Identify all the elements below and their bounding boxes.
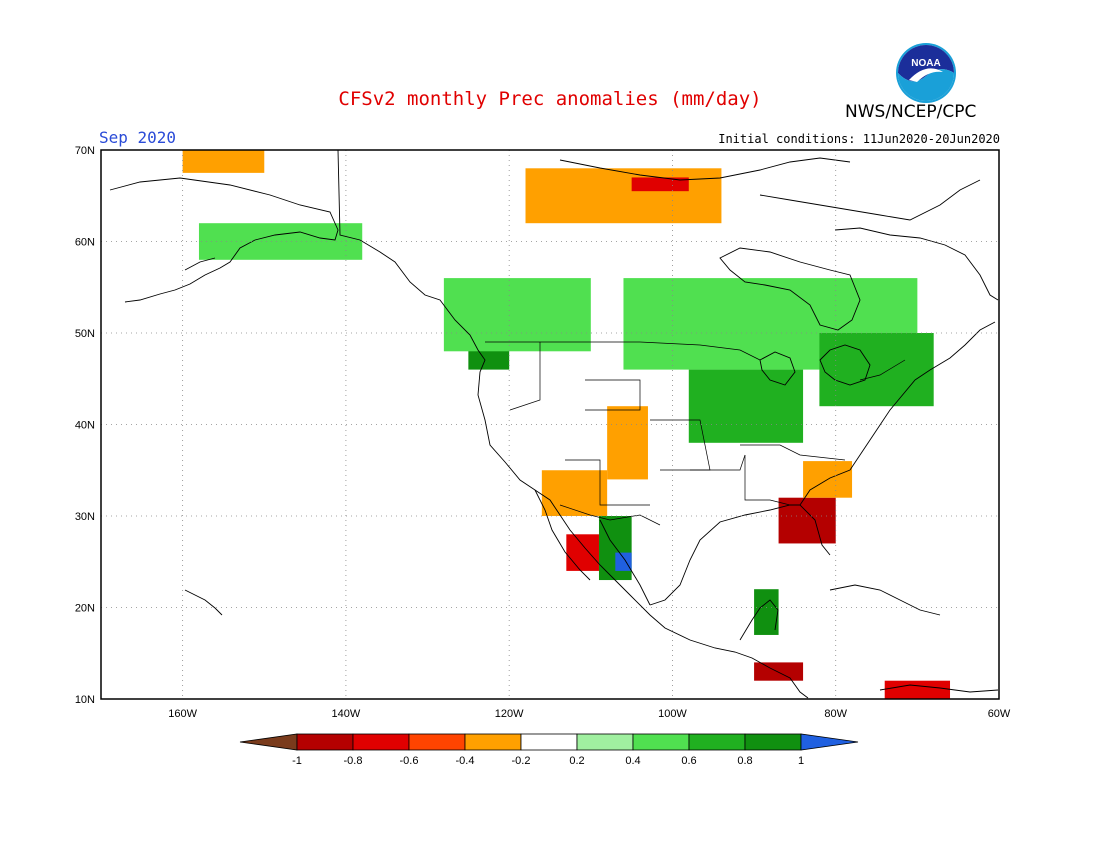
noaa-logo: NOAA — [896, 43, 956, 103]
initial-conditions: Initial conditions: 11Jun2020-20Jun2020 — [718, 132, 1000, 146]
colorbar-box — [688, 733, 746, 751]
colorbar-label: -0.6 — [400, 755, 419, 767]
political-borders — [485, 341, 906, 526]
lat-label: 70N — [75, 145, 95, 157]
anomaly-region-yucatan-wet — [754, 589, 779, 635]
anomaly-region-southwest-dry — [541, 470, 608, 516]
latitude-labels: 70N 60N 50N 40N 30N 20N 10N — [75, 145, 95, 706]
anomaly-region-ne-us-wet — [819, 333, 934, 407]
colorbar-box — [296, 733, 354, 751]
colorbar-box — [520, 733, 578, 751]
anomaly-region-arctic-canada-core — [631, 177, 689, 192]
lat-label: 30N — [75, 511, 95, 523]
chart-title: CFSv2 monthly Prec anomalies (mm/day) — [338, 88, 762, 110]
colorbar-boxes — [239, 733, 859, 751]
anomaly-region-western-canada-wet — [443, 278, 591, 352]
anomaly-region-central-america-dry — [754, 662, 804, 681]
coastlines — [109, 149, 999, 699]
lon-label: 60W — [988, 708, 1011, 720]
lon-label: 100W — [658, 708, 687, 720]
colorbar-arrow-high — [800, 733, 859, 751]
colorbar-box — [632, 733, 690, 751]
lat-label: 20N — [75, 603, 95, 615]
colorbar-label: 0.6 — [681, 755, 696, 767]
anomaly-region-great-lakes-wet — [688, 369, 804, 443]
colorbar-label: 0.2 — [569, 755, 584, 767]
colorbar-box — [576, 733, 634, 751]
colorbar-box — [464, 733, 522, 751]
colorbar-label: 1 — [798, 755, 804, 767]
colorbar-box — [744, 733, 802, 751]
colorbar-arrow-low — [239, 733, 298, 751]
colorbar-label: -1 — [292, 755, 302, 767]
lat-label: 10N — [75, 694, 95, 706]
anomaly-region-arctic-canada-dry — [525, 168, 722, 224]
lon-label: 120W — [495, 708, 524, 720]
colorbar-label: 0.4 — [625, 755, 640, 767]
anomaly-shading — [182, 150, 951, 699]
colorbar-box — [408, 733, 466, 751]
colorbar-label: -0.4 — [456, 755, 475, 767]
anomaly-region-alaska-north — [182, 150, 265, 173]
longitude-labels: 160W 140W 120W 100W 80W 60W — [168, 708, 1011, 720]
colorbar-box — [352, 733, 410, 751]
noaa-logo-text: NOAA — [911, 58, 940, 69]
map-frame — [100, 149, 1000, 700]
lat-label: 60N — [75, 237, 95, 249]
colorbar-label: 0.8 — [737, 755, 752, 767]
agency-label: NWS/NCEP/CPC — [845, 102, 977, 122]
colorbar-label: -0.2 — [512, 755, 531, 767]
lat-label: 50N — [75, 328, 95, 340]
anomaly-region-colorado-dry — [607, 406, 648, 480]
colorbar-labels: -1 -0.8 -0.6 -0.4 -0.2 0.2 0.4 0.6 0.8 1 — [292, 755, 804, 767]
anomaly-region-sierra-madre-core — [615, 552, 632, 571]
colorbar-label: -0.8 — [344, 755, 363, 767]
lat-label: 40N — [75, 420, 95, 432]
anomaly-region-baja-dry — [566, 534, 599, 571]
forecast-month: Sep 2020 — [99, 128, 177, 147]
lon-label: 80W — [824, 708, 847, 720]
lon-label: 160W — [168, 708, 197, 720]
anomaly-region-venezuela-dry — [884, 680, 951, 699]
lon-label: 140W — [332, 708, 361, 720]
